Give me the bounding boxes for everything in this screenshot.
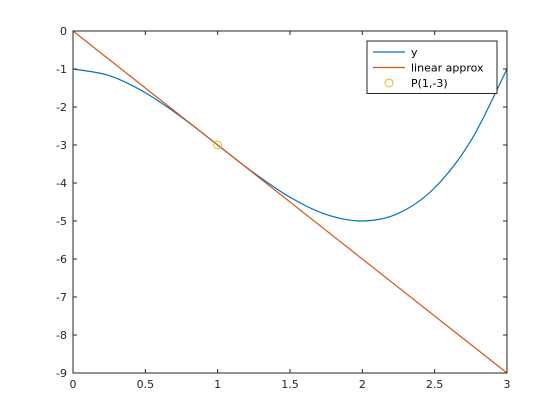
- x-tick-label-3: 1.5: [281, 378, 299, 391]
- x-tick-label-0: 0: [70, 378, 77, 391]
- legend-label-0: y: [411, 46, 418, 59]
- x-tick-label-4: 2: [359, 378, 366, 391]
- series-line-1: [72, 30, 508, 374]
- legend-label-1: linear approx: [411, 62, 484, 75]
- x-tick-label-5: 2.5: [426, 378, 444, 391]
- series-line-0: [72, 68, 508, 222]
- y-tick-label-1: -1: [56, 63, 67, 76]
- legend-label-2: P(1,-3): [411, 77, 448, 90]
- x-tick-label-6: 3: [504, 378, 511, 391]
- y-tick-label-5: -5: [56, 215, 67, 228]
- legend-marker-2: [384, 78, 394, 88]
- tick-layer: 0 0.5 1 1.5 2 2.5 3 0 -1 -2 -3 -4 -5 -6 -7 -8 -9: [56, 25, 510, 391]
- x-tick-label-2: 1: [214, 378, 221, 391]
- y-tick-label-7: -7: [56, 291, 67, 304]
- y-tick-label-9: -9: [56, 367, 67, 380]
- series-layer: [72, 30, 508, 374]
- y-tick-label-0: 0: [60, 25, 67, 38]
- data-point-2-0: [213, 140, 223, 150]
- y-tick-label-8: -8: [56, 329, 67, 342]
- y-tick-label-2: -2: [56, 101, 67, 114]
- x-tick-label-1: 0.5: [137, 378, 155, 391]
- y-tick-label-3: -3: [56, 139, 67, 152]
- y-tick-label-4: -4: [56, 177, 67, 190]
- y-tick-label-6: -6: [56, 253, 67, 266]
- legend: y linear approx P(1,-3): [366, 40, 498, 94]
